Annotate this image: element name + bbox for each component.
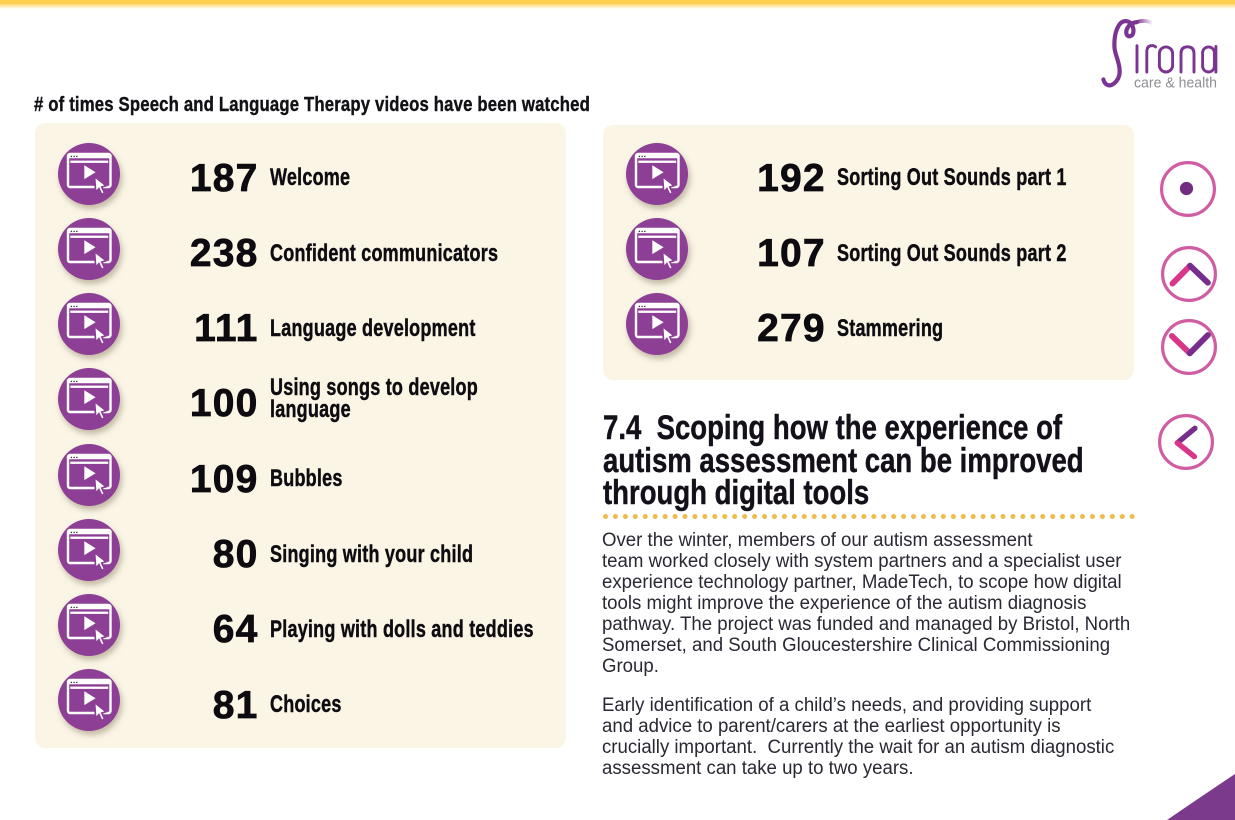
svg-text:care & health: care & health: [1134, 75, 1217, 92]
